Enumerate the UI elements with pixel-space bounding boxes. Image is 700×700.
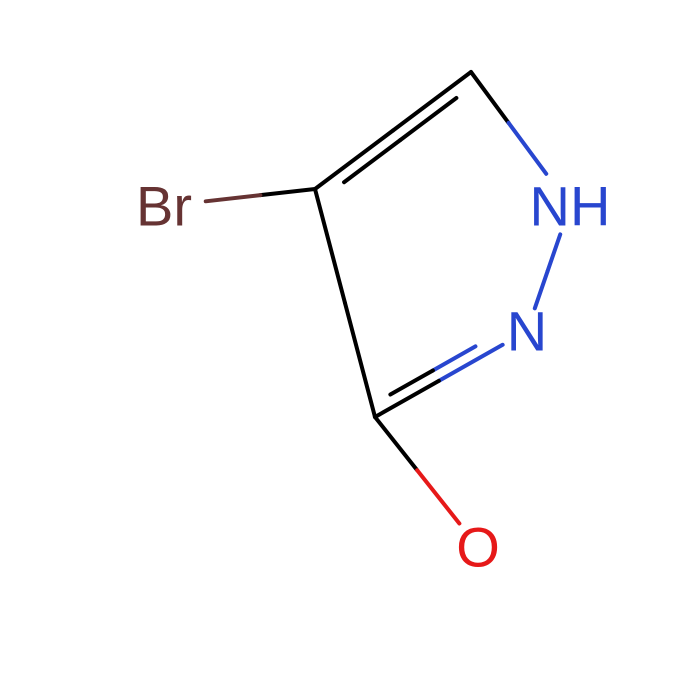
atom-o: O [456, 515, 500, 580]
atom-nh: NH [530, 174, 611, 239]
atom-br: Br [136, 174, 192, 239]
atom-n: N [507, 299, 547, 364]
molecule-diagram [0, 0, 700, 700]
